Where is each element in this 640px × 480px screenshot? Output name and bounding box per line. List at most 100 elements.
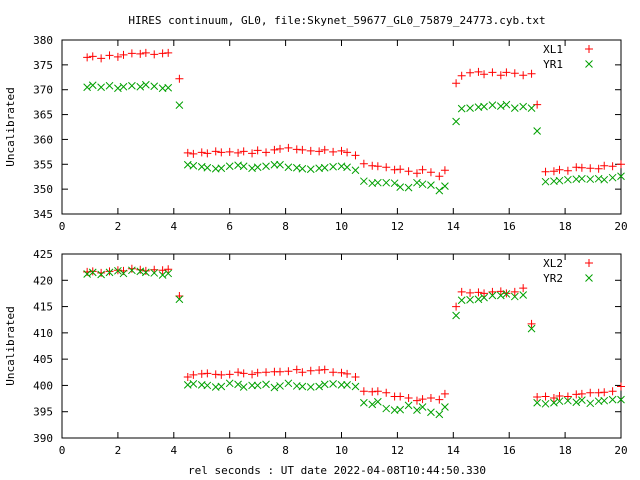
data-point-yr1 xyxy=(457,104,466,113)
data-point-xl1 xyxy=(197,148,206,157)
data-point-yr1 xyxy=(452,117,460,126)
data-point-yr1 xyxy=(97,83,105,92)
data-point-yr1 xyxy=(404,183,413,192)
data-point-xl2 xyxy=(555,391,564,400)
data-point-yr2 xyxy=(114,266,122,275)
data-point-yr1 xyxy=(466,104,474,112)
data-point-yr1 xyxy=(150,82,159,91)
data-point-yr1 xyxy=(502,100,511,109)
y-tick-label: 370 xyxy=(33,84,53,97)
data-point-xl1 xyxy=(217,148,226,157)
data-point-yr2 xyxy=(466,295,474,304)
data-point-yr1 xyxy=(427,181,435,190)
data-point-yr1 xyxy=(413,178,421,187)
data-point-xl2 xyxy=(519,284,528,293)
data-point-yr2 xyxy=(441,403,449,411)
data-point-xl2 xyxy=(234,368,243,377)
data-point-yr2 xyxy=(351,382,360,391)
y-tick-label: 355 xyxy=(33,158,53,171)
data-point-xl2 xyxy=(298,368,307,377)
x-tick-label: 18 xyxy=(558,444,571,457)
legend-label: XL1 xyxy=(543,43,563,56)
data-point-yr2 xyxy=(306,383,315,391)
data-point-xl2 xyxy=(382,388,391,397)
data-point-yr2 xyxy=(608,395,617,404)
data-point-yr1 xyxy=(351,166,360,175)
data-point-xl1 xyxy=(510,69,519,78)
x-tick-label: 10 xyxy=(335,220,348,233)
data-point-yr2 xyxy=(457,296,466,305)
data-point-xl1 xyxy=(119,50,128,59)
data-point-xl1 xyxy=(234,148,243,157)
data-point-xl2 xyxy=(97,268,106,277)
data-point-yr2 xyxy=(519,291,528,299)
data-point-yr2 xyxy=(480,293,488,302)
y-tick-label: 345 xyxy=(33,208,53,221)
data-point-yr2 xyxy=(550,398,558,407)
data-point-xl1 xyxy=(253,146,262,155)
data-point-yr2 xyxy=(373,397,382,406)
x-tick-label: 20 xyxy=(614,444,627,457)
y-tick-label: 400 xyxy=(33,379,53,392)
data-point-yr2 xyxy=(315,382,323,391)
data-point-xl1 xyxy=(586,164,595,173)
data-point-yr1 xyxy=(441,182,449,191)
data-point-yr2 xyxy=(617,395,625,404)
data-point-yr1 xyxy=(276,160,284,169)
data-point-xl1 xyxy=(600,161,609,170)
data-point-yr2 xyxy=(217,382,226,391)
data-point-xl2 xyxy=(359,387,368,396)
data-point-yr2 xyxy=(248,381,256,390)
data-point-yr1 xyxy=(262,162,270,171)
data-point-xl1 xyxy=(164,48,173,57)
x-tick-label: 12 xyxy=(391,220,404,233)
data-point-xl1 xyxy=(594,164,603,173)
data-point-xl2 xyxy=(608,387,617,396)
legend-marker xyxy=(585,259,593,267)
data-point-xl2 xyxy=(426,394,435,403)
data-point-yr2 xyxy=(337,381,346,389)
data-point-yr1 xyxy=(239,162,248,171)
data-point-yr2 xyxy=(329,379,337,388)
data-point-xl2 xyxy=(418,395,427,404)
data-point-xl1 xyxy=(276,144,285,153)
data-point-yr1 xyxy=(608,173,617,182)
data-point-yr2 xyxy=(533,398,542,407)
data-point-xl1 xyxy=(435,172,444,181)
data-point-xl2 xyxy=(105,267,114,276)
data-point-yr1 xyxy=(284,163,293,172)
data-point-yr2 xyxy=(572,398,581,407)
data-point-yr2 xyxy=(510,292,519,301)
data-point-yr1 xyxy=(141,80,150,89)
data-point-xl1 xyxy=(418,165,427,174)
data-point-xl1 xyxy=(298,145,307,154)
data-point-yr1 xyxy=(343,163,351,172)
x-tick-label: 10 xyxy=(335,444,348,457)
data-point-xl2 xyxy=(541,392,550,401)
data-point-xl2 xyxy=(337,368,346,377)
data-point-yr2 xyxy=(382,404,391,413)
data-point-yr2 xyxy=(418,403,427,411)
data-point-yr2 xyxy=(564,396,572,405)
y-tick-label: 350 xyxy=(33,183,53,196)
y-axis-label: Uncalibrated xyxy=(4,87,17,166)
data-point-yr1 xyxy=(217,164,226,173)
data-point-xl1 xyxy=(203,149,212,158)
data-point-yr2 xyxy=(488,291,497,300)
data-point-yr2 xyxy=(253,381,262,390)
chart-title: HIRES continuum, GL0, file:Skynet_59677_… xyxy=(128,14,545,27)
data-point-xl2 xyxy=(586,388,595,397)
data-point-xl1 xyxy=(496,71,505,80)
data-point-yr2 xyxy=(586,399,595,408)
data-point-xl2 xyxy=(306,366,315,375)
data-point-yr1 xyxy=(83,83,92,92)
data-point-yr1 xyxy=(136,82,145,91)
data-point-yr2 xyxy=(368,400,377,409)
data-point-yr2 xyxy=(298,382,307,391)
data-point-xl1 xyxy=(337,146,346,155)
x-tick-label: 16 xyxy=(503,220,516,233)
data-point-xl1 xyxy=(329,147,338,156)
data-point-xl1 xyxy=(466,68,475,77)
data-point-xl1 xyxy=(440,166,449,175)
